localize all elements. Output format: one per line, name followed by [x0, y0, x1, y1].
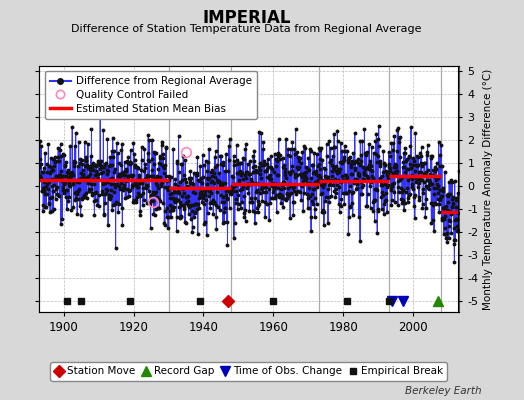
Text: Difference of Station Temperature Data from Regional Average: Difference of Station Temperature Data f…	[71, 24, 421, 34]
Text: IMPERIAL: IMPERIAL	[202, 9, 290, 27]
Text: Berkeley Earth: Berkeley Earth	[406, 386, 482, 396]
Y-axis label: Monthly Temperature Anomaly Difference (°C): Monthly Temperature Anomaly Difference (…	[483, 68, 493, 310]
Legend: Station Move, Record Gap, Time of Obs. Change, Empirical Break: Station Move, Record Gap, Time of Obs. C…	[50, 362, 447, 380]
